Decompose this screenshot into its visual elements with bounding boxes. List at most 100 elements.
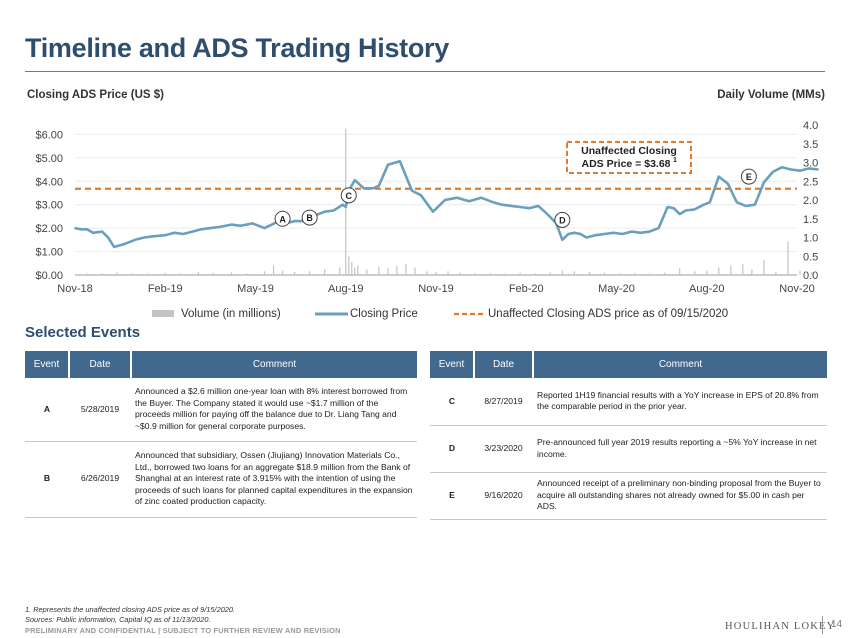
left-tick-label: $6.00 [35,129,63,141]
volume-bar [504,273,506,275]
volume-bar [197,272,199,275]
table-row: A 5/28/2019 Announced a $2.6 million one… [25,378,417,442]
price-point [528,207,531,210]
right-tick-label: 2.5 [803,176,818,188]
volume-bar [459,272,461,275]
volume-bar [648,273,651,275]
volume-bar [354,267,356,275]
volume-bar [179,273,181,275]
right-tick-label: 1.0 [803,233,818,245]
right-tick-label: 0.0 [803,270,818,282]
volume-bar [561,270,563,275]
price-point [341,203,344,206]
volume-bar [534,273,536,275]
event-cell: D [430,425,474,473]
volume-bar [811,272,813,275]
price-point [420,194,422,197]
volume-bar [742,263,744,275]
price-point [362,187,365,190]
x-tick-label: May-20 [598,283,635,295]
price-point [230,223,233,226]
price-point [585,236,588,239]
event-marker-label: B [306,213,313,223]
price-point [772,170,774,173]
axis-labels: $0.00 $1.00 $2.00 $3.00 $4.00 $5.00 $6.00 0.0 0.… [35,120,818,295]
price-point [561,238,564,241]
price-point [468,200,470,203]
price-point [344,206,347,208]
price-point [86,228,88,231]
price-point [603,233,606,235]
price-point [648,230,651,233]
volume-bar [272,265,275,275]
table-row: E 9/16/2020 Announced receipt of a preli… [430,472,827,520]
price-point [173,231,176,234]
event-cell: A [25,378,69,442]
price-point [444,199,446,201]
price-point [567,233,570,235]
section-title: Selected Events [25,324,141,341]
price-point [612,231,615,234]
volume-bar [396,265,398,275]
price-point [579,233,582,235]
event-marker-label: A [279,214,286,224]
price-point [101,230,103,233]
volume-bar [405,263,407,275]
price-point [702,203,705,206]
volume-bar [131,273,133,275]
comment-cell: Announced receipt of a preliminary non-b… [533,472,827,520]
price-point [790,168,792,171]
footnote: 1. Represents the unaffected closing ADS… [25,605,236,614]
price-point [781,166,783,169]
price-point [323,210,326,213]
comment-cell: Reported 1H19 financial results with a Y… [533,378,827,426]
price-point [546,213,549,215]
event-marker-label: E [746,172,752,182]
grid-lines [75,133,797,276]
volume-bar [339,267,341,275]
page-number: 14 [831,619,843,630]
price-point [80,228,82,231]
volume-bar [351,261,353,275]
volume-bar [694,271,696,275]
price-point [808,167,810,170]
price-point [537,204,540,207]
x-tick-label: Aug-19 [328,283,363,295]
event-marker-b: B [301,209,318,226]
volume-bar [633,273,636,275]
date-cell: 6/26/2019 [69,441,131,518]
price-point [501,203,504,206]
event-marker-circle [301,209,318,226]
price-point [594,234,597,237]
column-header-event: Event [430,351,475,378]
price-point [763,181,765,184]
volume-bar [230,272,233,275]
volume-bar [378,266,380,275]
volume-bar [603,272,606,275]
volume-bar [799,270,801,275]
price-point [492,201,495,204]
price-point [113,245,116,248]
right-tick-label: 3.0 [803,158,818,170]
price-point [353,179,356,181]
title-divider [25,71,825,72]
price-point [693,208,696,211]
x-tick-label: Nov-19 [418,283,453,295]
event-cell: C [430,378,474,426]
right-tick-label: 4.0 [803,120,818,132]
left-tick-label: $2.00 [35,223,63,235]
price-point [293,220,296,222]
event-marker-circle [340,187,357,204]
left-tick-label: $1.00 [35,247,63,259]
price-point [744,204,747,207]
volume-bars [86,128,813,275]
price-point [164,234,167,237]
table-row: D 3/23/2020 Pre-announced full year 2019… [430,425,827,473]
price-point [263,227,266,230]
page-title: Timeline and ADS Trading History [25,33,449,63]
right-tick-label: 0.5 [803,251,818,263]
volume-bar [730,265,732,275]
event-marker-c: C [340,187,357,204]
column-header-date: Date [474,351,534,378]
price-point [107,236,109,239]
